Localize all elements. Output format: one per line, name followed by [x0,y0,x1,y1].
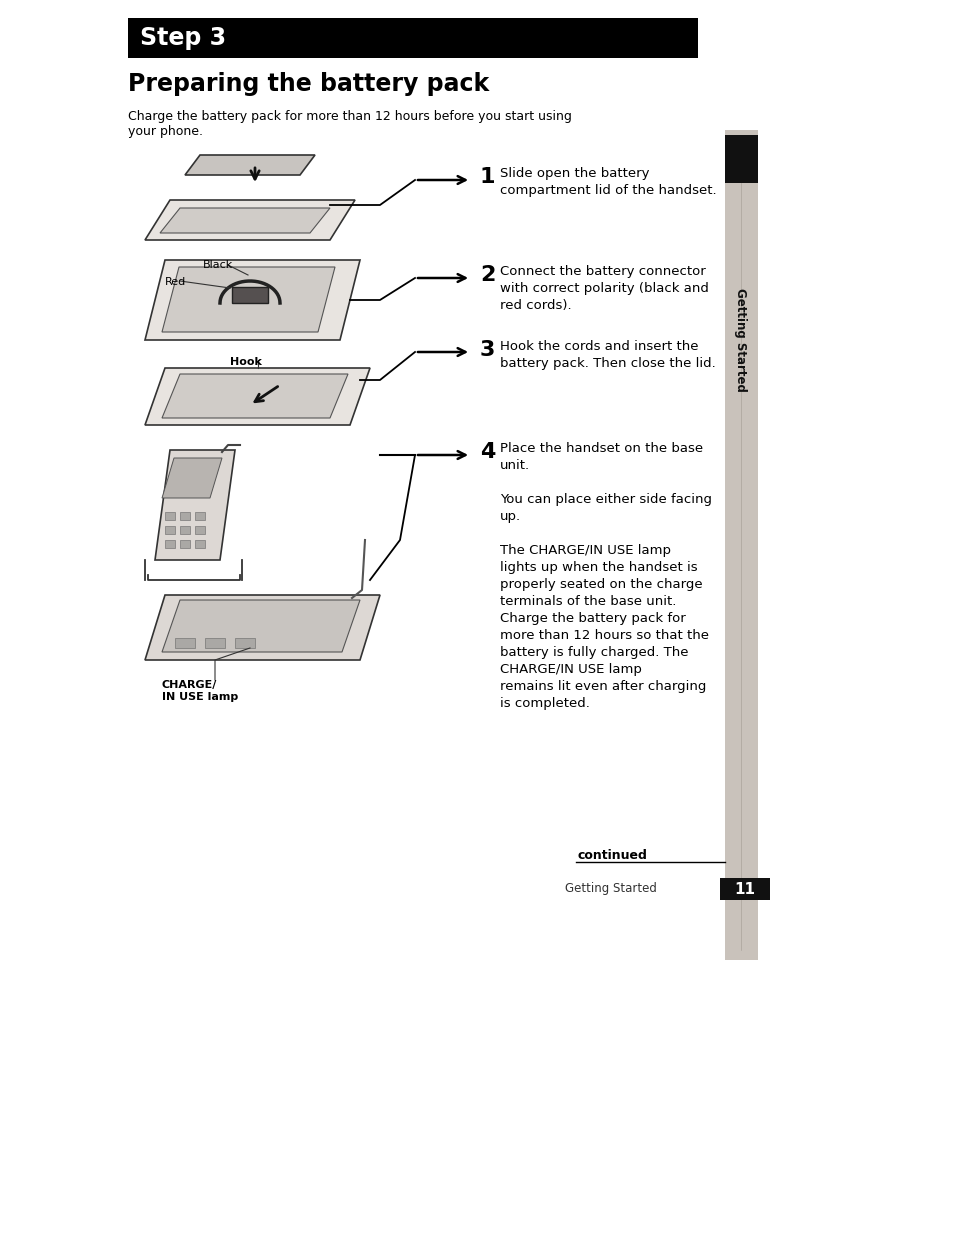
Text: Getting Started: Getting Started [734,289,747,392]
Text: Slide open the battery
compartment lid of the handset.: Slide open the battery compartment lid o… [499,166,716,197]
Bar [180,512,190,520]
Bar [194,540,205,547]
Polygon shape [162,268,335,332]
Text: Red: Red [165,277,186,287]
Polygon shape [154,450,234,560]
Polygon shape [162,600,359,652]
Polygon shape [162,457,222,498]
Bar [194,512,205,520]
Bar [165,526,174,534]
Polygon shape [185,155,314,175]
Bar [234,637,254,649]
Text: continued: continued [578,850,647,862]
Bar [205,637,225,649]
Text: Place the handset on the base
unit.

You can place either side facing
up.

The C: Place the handset on the base unit. You … [499,441,711,710]
Text: 1: 1 [479,166,495,187]
Text: 2: 2 [479,265,495,285]
Bar [724,129,758,961]
Text: Hook the cords and insert the
battery pack. Then close the lid.: Hook the cords and insert the battery pa… [499,340,715,370]
Text: Preparing the battery pack: Preparing the battery pack [128,72,489,96]
Bar [180,540,190,547]
Bar [128,18,698,58]
Text: Black: Black [203,260,233,270]
Text: Getting Started: Getting Started [564,882,657,895]
Bar [174,637,194,649]
Bar [194,526,205,534]
Polygon shape [145,596,379,660]
Bar [165,512,174,520]
Text: Step 3: Step 3 [140,26,226,51]
Text: Connect the battery connector
with correct polarity (black and
red cords).: Connect the battery connector with corre… [499,265,708,312]
Text: Hook: Hook [230,358,262,367]
Text: 11: 11 [734,882,755,896]
Polygon shape [145,260,359,340]
Polygon shape [145,200,355,240]
Polygon shape [160,208,330,233]
Bar [720,878,769,900]
Text: CHARGE/: CHARGE/ [162,681,217,690]
Polygon shape [145,367,370,425]
Bar [165,540,174,547]
Text: Charge the battery pack for more than 12 hours before you start using
your phone: Charge the battery pack for more than 12… [128,110,571,138]
Text: 3: 3 [479,340,495,360]
Bar [180,526,190,534]
Text: IN USE lamp: IN USE lamp [162,692,238,702]
Bar [232,287,268,303]
Text: 4: 4 [479,441,495,462]
Polygon shape [162,374,348,418]
Bar [724,134,758,182]
